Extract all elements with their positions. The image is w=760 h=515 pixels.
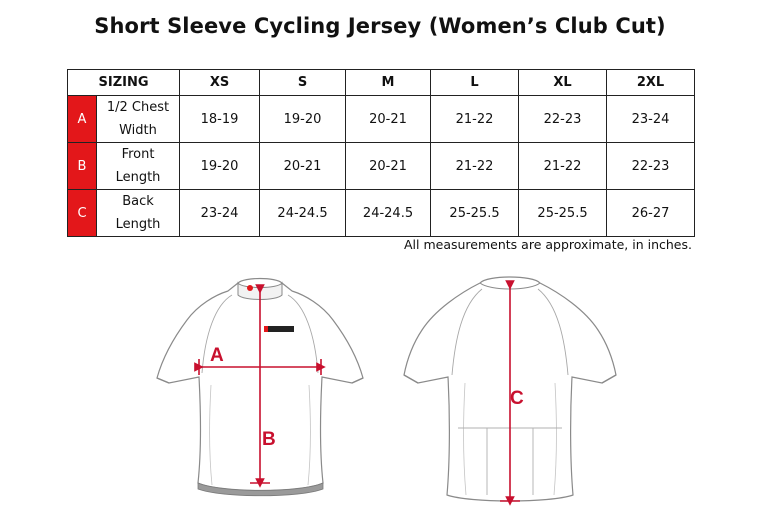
header-cell-xl: XL <box>518 69 608 96</box>
table-header-row: SIZING XS S M L XL 2XL <box>66 69 696 96</box>
front-hem-band <box>197 482 324 497</box>
header-cell-sizing: SIZING <box>66 69 181 96</box>
header-cell-s: S <box>259 69 347 96</box>
measurement-name: 1/2 Chest Width <box>95 95 181 143</box>
table-row: C Back Length 23-24 24-24.5 24-24.5 25-25… <box>67 189 696 237</box>
measurement-name: Front Length <box>95 142 181 190</box>
table-row: A 1/2 Chest Width 18-19 19-20 20-21 21-22… <box>67 95 696 143</box>
measurement-name-line2: Length <box>115 170 161 185</box>
table-cell: 21-22 <box>430 142 520 190</box>
back-sleeve-cuffs <box>403 374 617 384</box>
table-cell: 21-22 <box>430 95 520 143</box>
back-side-seams <box>463 382 557 496</box>
header-cell-xs: XS <box>179 69 261 96</box>
measure-a-label: A <box>210 345 224 366</box>
table-row: B Front Length 19-20 20-21 20-21 21-22 21… <box>67 142 696 190</box>
chest-logo-mark <box>268 326 294 332</box>
table-cell: 22-23 <box>606 142 696 190</box>
table-cell: 25-25.5 <box>430 189 520 237</box>
table-cell: 21-22 <box>518 142 608 190</box>
table-cell: 23-24 <box>179 189 261 237</box>
back-jersey: C <box>403 276 617 506</box>
table-cell: 19-20 <box>179 142 261 190</box>
front-jersey: A B <box>156 277 364 497</box>
row-letter-badge: C <box>67 189 97 237</box>
row-letter-badge: A <box>67 95 97 143</box>
front-side-seams <box>209 384 311 486</box>
table-cell: 24-24.5 <box>345 189 432 237</box>
table-cell: 20-21 <box>259 142 347 190</box>
table-cell: 24-24.5 <box>259 189 347 237</box>
measurement-name-line2: Width <box>119 123 157 138</box>
back-raglan-seams <box>451 288 569 376</box>
measure-b-label: B <box>262 429 276 450</box>
measurement-note: All measurements are approximate, in inc… <box>404 237 692 252</box>
table-cell: 18-19 <box>179 95 261 143</box>
row-letter-badge: B <box>67 142 97 190</box>
brand-logo-mark <box>247 285 253 291</box>
size-chart-table: SIZING XS S M L XL 2XL A 1/2 Chest Width … <box>66 69 696 237</box>
front-raglan-seams <box>201 294 319 374</box>
chest-logo-accent <box>264 326 268 332</box>
table-cell: 23-24 <box>606 95 696 143</box>
header-cell-l: L <box>430 69 520 96</box>
table-cell: 25-25.5 <box>518 189 608 237</box>
table-cell: 19-20 <box>259 95 347 143</box>
page-title: Short Sleeve Cycling Jersey (Women’s Clu… <box>94 14 666 38</box>
table-cell: 26-27 <box>606 189 696 237</box>
header-cell-m: M <box>345 69 432 96</box>
measurement-name: Back Length <box>95 189 181 237</box>
measurement-name-line2: Length <box>115 217 161 232</box>
measurement-name-line1: 1/2 Chest <box>106 100 170 115</box>
header-cell-2xl: 2XL <box>606 69 696 96</box>
measurement-name-line1: Back <box>122 194 154 209</box>
table-cell: 20-21 <box>345 95 432 143</box>
table-cell: 22-23 <box>518 95 608 143</box>
measure-c-label: C <box>510 388 524 409</box>
table-cell: 20-21 <box>345 142 432 190</box>
front-sleeve-cuffs <box>156 377 364 384</box>
jersey-diagrams: A B C <box>156 276 617 506</box>
measurement-name-line1: Front <box>121 147 155 162</box>
